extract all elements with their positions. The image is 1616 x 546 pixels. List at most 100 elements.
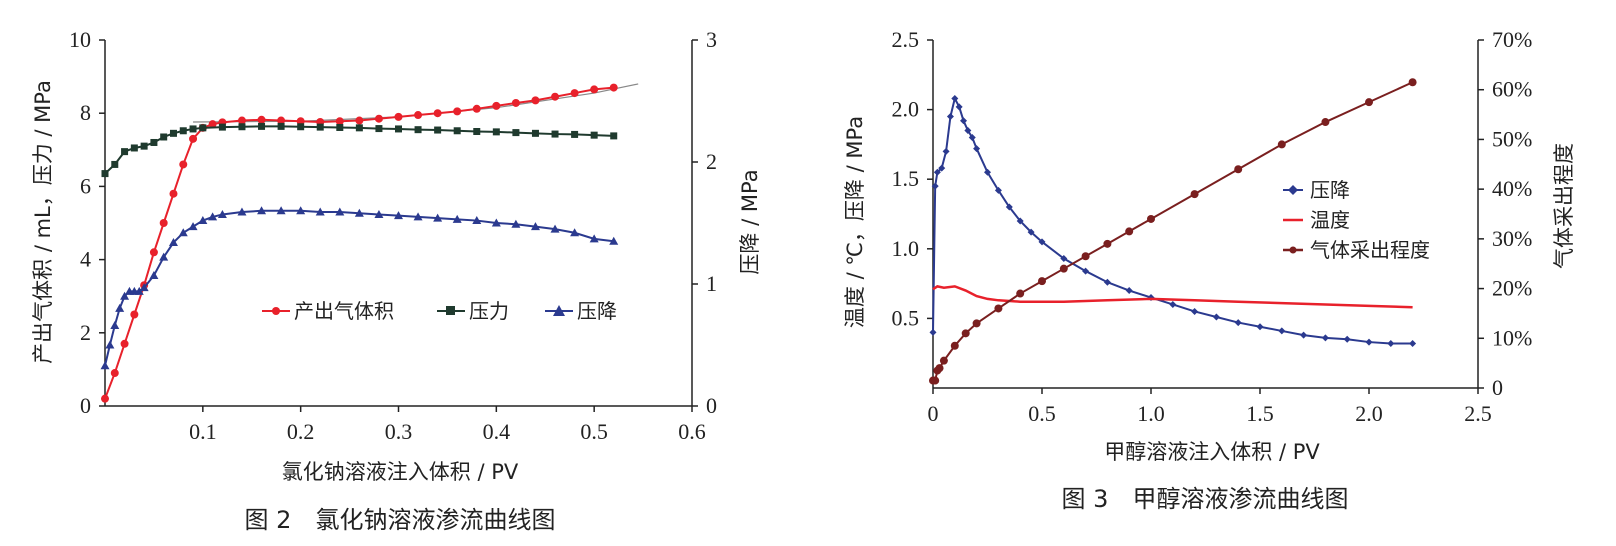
fig2-series-2-point bbox=[237, 207, 247, 216]
fig2-series-2-group bbox=[100, 206, 619, 370]
fig2-series-2-point bbox=[394, 211, 403, 220]
fig2-series-2-point bbox=[188, 222, 198, 231]
fig3-y-left-tick-label: 2.5 bbox=[892, 27, 920, 52]
fig2-series-2-point bbox=[276, 206, 286, 215]
fig3-series-1-group bbox=[932, 285, 1413, 309]
fig3-series-0-point bbox=[931, 182, 939, 190]
fig2-series-1-point bbox=[179, 127, 187, 135]
fig3-series-0-point bbox=[994, 186, 1002, 194]
fig3-series-2-point bbox=[1038, 277, 1046, 286]
fig2-x-tick-label: 0.6 bbox=[678, 419, 706, 444]
fig2-series-2-point bbox=[530, 222, 540, 231]
fig2-y-label-left: 产出气体积 / mL，压力 / MPa bbox=[31, 80, 55, 364]
fig2-series-1-point bbox=[473, 128, 481, 135]
fig2-x-tick-label: 0.2 bbox=[287, 419, 315, 444]
fig3-y-right-tick-label: 60% bbox=[1492, 77, 1532, 102]
fig3-series-0-point bbox=[942, 147, 950, 155]
fig2-series-0-point bbox=[149, 248, 158, 257]
fig3-ticks: 0 0.5 1.0 1.5 2.0 2.50.51.01.52.02.5010%20%30… bbox=[892, 27, 1533, 426]
fig3-series-0-point bbox=[1387, 339, 1395, 347]
fig3-series-0-point bbox=[955, 103, 963, 111]
fig2-legend-item-pressure: 压力 bbox=[437, 299, 509, 323]
fig2-series-1-point bbox=[189, 125, 197, 133]
fig3-series-2-point bbox=[1147, 214, 1155, 223]
fig3-legend-marker-pdrop bbox=[1288, 185, 1298, 195]
fig2-y-left-tick-label: 2 bbox=[80, 320, 91, 345]
fig3-series-0-point bbox=[1409, 339, 1417, 347]
fig2-caption: 图 2 氯化钠溶液渗流曲线图 bbox=[245, 506, 556, 534]
fig2-series-1-point bbox=[355, 124, 363, 132]
fig2-x-tick-label: 0.5 bbox=[580, 419, 608, 444]
fig2-x-tick-label: 0.3 bbox=[385, 419, 413, 444]
fig3-series-2-group bbox=[929, 78, 1417, 385]
fig2-series-2-point bbox=[296, 206, 306, 215]
fig3-x-tick-label: 1.5 bbox=[1246, 401, 1274, 426]
fig2-series-0-point bbox=[335, 117, 344, 126]
fig2-legend-label-pressure: 压力 bbox=[469, 299, 509, 323]
fig2-series-1-point bbox=[492, 128, 500, 136]
fig2-legend-marker-pressure bbox=[446, 306, 455, 315]
fig2-x-tick-label: 0.1 bbox=[189, 419, 217, 444]
fig2-series-1-point bbox=[258, 122, 266, 130]
fig3-y-right-tick-label: 20% bbox=[1492, 276, 1532, 301]
fig2-series-1-point bbox=[150, 138, 158, 146]
fig2-series-2-point bbox=[354, 208, 364, 217]
fig2-y-left-tick-label: 10 bbox=[69, 27, 91, 52]
fig2-y-left-tick-label: 8 bbox=[80, 100, 91, 125]
fig3-series-2-point bbox=[1277, 140, 1286, 149]
fig2-y-right-tick-label: 3 bbox=[706, 27, 717, 52]
fig3-series-2-point bbox=[1234, 165, 1243, 174]
fig3-series-2-point bbox=[950, 341, 959, 350]
fig3-y-left-tick-label: 2.0 bbox=[892, 97, 920, 122]
fig3-series-0-point bbox=[964, 126, 972, 134]
fig2-series-0-point bbox=[609, 83, 618, 92]
fig2-series-2-point bbox=[550, 224, 560, 233]
fig3-y-label-right: 气体采出程度 bbox=[1552, 143, 1576, 269]
fig3-y-right-tick-label: 70% bbox=[1492, 27, 1532, 52]
fig3-y-right-tick-label: 50% bbox=[1492, 126, 1532, 151]
fig3-legend-label-recovery: 气体采出程度 bbox=[1310, 238, 1430, 262]
fig2-x-label: 氯化钠溶液注入体积 / PV bbox=[282, 460, 519, 484]
fig2-y-left-tick-label: 4 bbox=[80, 247, 91, 272]
fig2-series-0-point bbox=[159, 219, 168, 227]
fig3-series-0-point bbox=[1256, 323, 1264, 331]
fig3-series-0-point bbox=[1212, 313, 1220, 321]
fig3-x-tick-label: 0.5 bbox=[1028, 401, 1056, 426]
fig2-series-0-point bbox=[472, 104, 481, 113]
fig2-series-0-point bbox=[179, 160, 188, 169]
fig2-series-0-point bbox=[120, 339, 129, 348]
fig2-series-2-point bbox=[433, 213, 443, 222]
fig2-series-2-point bbox=[100, 361, 110, 370]
fig3-y-left-tick-label: 0.5 bbox=[892, 305, 920, 330]
fig3-series-0-point bbox=[1060, 255, 1068, 263]
fig2-series-1-point bbox=[375, 125, 383, 133]
fig3-series-0-point bbox=[1234, 319, 1242, 327]
fig3-series-0-point bbox=[984, 168, 991, 176]
fig3-series-0-point bbox=[929, 328, 937, 336]
fig2-x-tick-label: 0.4 bbox=[483, 419, 511, 444]
fig3-series-0-point bbox=[1191, 307, 1199, 315]
fig2-y-left-tick-label: 6 bbox=[80, 173, 91, 198]
fig3-caption: 图 3 甲醇溶液渗流曲线图 bbox=[1062, 485, 1349, 513]
fig2-series-0-point bbox=[110, 369, 119, 378]
fig3-legend: 压降 温度 气体采出程度 bbox=[1283, 178, 1430, 262]
fig3-series-2-point bbox=[1408, 78, 1417, 87]
fig3-series-2-point bbox=[972, 319, 981, 328]
fig3-series-0-point bbox=[960, 117, 968, 125]
fig3-x-label: 甲醇溶液注入体积 / PV bbox=[1104, 440, 1320, 464]
fig2-series-1-point bbox=[395, 125, 402, 133]
fig2-series-2-point bbox=[217, 209, 227, 218]
fig3-x-tick-label: 2.5 bbox=[1464, 401, 1492, 426]
fig3-y-left-tick-label: 1.0 bbox=[892, 236, 920, 261]
fig2-series-0-point bbox=[590, 85, 599, 94]
fig2-series-1-point bbox=[111, 160, 119, 168]
fig3-series-2-point bbox=[961, 329, 970, 338]
fig3-x-tick-label: 1.0 bbox=[1137, 401, 1165, 426]
fig2-series-0-point bbox=[277, 116, 286, 125]
fig2-series-0-point bbox=[531, 96, 540, 105]
fig2-legend-item-gas: 产出气体积 bbox=[262, 299, 394, 323]
fig2-series-2-point bbox=[609, 236, 619, 245]
fig3-series-2-point bbox=[994, 304, 1003, 313]
